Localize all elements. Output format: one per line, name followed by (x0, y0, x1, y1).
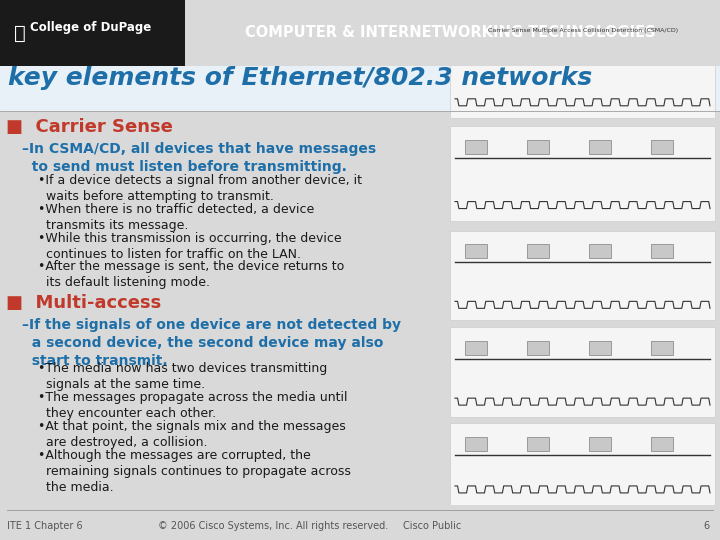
Text: Carrier Sense Multiple Access Collision Detection (CSMA/CD): Carrier Sense Multiple Access Collision … (488, 28, 678, 33)
Bar (651, 341, 673, 355)
Bar (589, 37, 611, 51)
Bar (465, 341, 487, 355)
Bar (527, 140, 549, 154)
Bar (465, 245, 487, 259)
Bar (465, 140, 487, 154)
Text: •If a device detects a signal from another device, it
  waits before attempting : •If a device detects a signal from anoth… (38, 174, 362, 202)
Bar (527, 341, 549, 355)
Bar (465, 437, 487, 451)
Text: •The media now has two devices transmitting
  signals at the same time.: •The media now has two devices transmitt… (38, 362, 328, 391)
Bar (450, 23, 715, 118)
Text: ■  Multi-access: ■ Multi-access (6, 294, 161, 312)
Text: ITE 1 Chapter 6: ITE 1 Chapter 6 (7, 521, 83, 531)
Bar (527, 245, 549, 259)
Text: ■  Carrier Sense: ■ Carrier Sense (6, 118, 173, 136)
Bar (527, 437, 549, 451)
Bar (589, 140, 611, 154)
Text: 6: 6 (703, 521, 709, 531)
Text: •When there is no traffic detected, a device
  transmits its message.: •When there is no traffic detected, a de… (38, 202, 314, 232)
Text: •While this transmission is occurring, the device
  continues to listen for traf: •While this transmission is occurring, t… (38, 232, 341, 260)
Bar (589, 341, 611, 355)
Text: © 2006 Cisco Systems, Inc. All rights reserved.: © 2006 Cisco Systems, Inc. All rights re… (158, 521, 389, 531)
Bar (450, 231, 715, 320)
Bar (527, 37, 549, 51)
Text: Cisco Public: Cisco Public (403, 521, 461, 531)
Text: College of DuPage: College of DuPage (30, 22, 151, 35)
Bar (651, 37, 673, 51)
Bar (589, 437, 611, 451)
Bar (450, 423, 715, 505)
Bar (450, 126, 715, 220)
Text: •The messages propagate across the media until
  they encounter each other.: •The messages propagate across the media… (38, 391, 348, 420)
Bar (450, 327, 715, 417)
Text: •After the message is sent, the device returns to
  its default listening mode.: •After the message is sent, the device r… (38, 260, 344, 289)
Text: –If the signals of one device are not detected by
  a second device, the second : –If the signals of one device are not de… (22, 318, 401, 368)
Bar (465, 37, 487, 51)
Bar (651, 140, 673, 154)
Bar (651, 245, 673, 259)
Bar (0, 0, 185, 66)
Text: •At that point, the signals mix and the messages
  are destroyed, a collision.: •At that point, the signals mix and the … (38, 420, 346, 449)
Text: ⓘ: ⓘ (14, 23, 26, 43)
Bar (0, 66, 720, 111)
Text: –In CSMA/CD, all devices that have messages
  to send must listen before transmi: –In CSMA/CD, all devices that have messa… (22, 141, 376, 173)
Text: key elements of Ethernet/802.3 networks: key elements of Ethernet/802.3 networks (8, 66, 593, 90)
Bar (651, 437, 673, 451)
Text: •Although the messages are corrupted, the
  remaining signals continues to propa: •Although the messages are corrupted, th… (38, 449, 351, 494)
Bar (589, 245, 611, 259)
Text: COMPUTER & INTERNETWORKING TECHNOLOGIES: COMPUTER & INTERNETWORKING TECHNOLOGIES (245, 25, 655, 40)
